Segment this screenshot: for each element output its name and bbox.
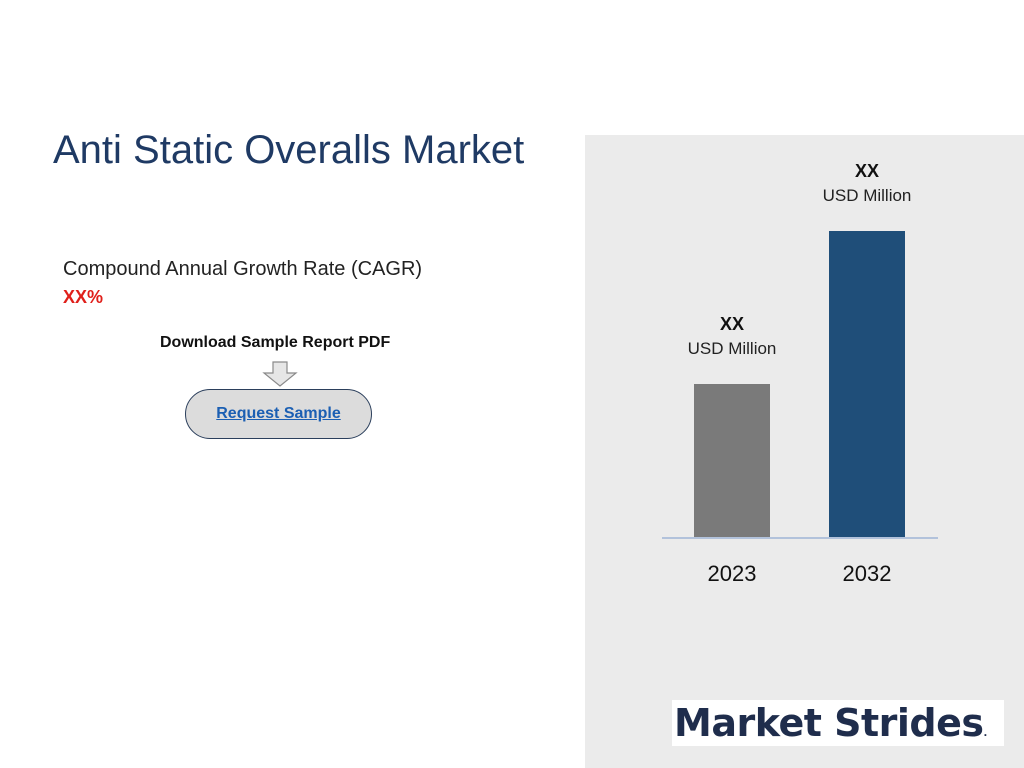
- chart-panel: XX USD Million XX USD Million 2023 2032: [585, 135, 1024, 768]
- request-sample-link[interactable]: Request Sample: [216, 405, 341, 422]
- bar-value-2023: XX: [719, 314, 744, 334]
- bar-2023: [694, 384, 770, 537]
- bar-2032: [829, 231, 905, 537]
- bar-label-2023: XX USD Million: [662, 314, 802, 359]
- x-tick-2023: 2023: [707, 561, 757, 586]
- bar-chart: [662, 231, 938, 539]
- bar-value-2032: XX: [854, 161, 879, 181]
- market-strides-logo: Market Strides.: [672, 700, 1004, 746]
- cagr-label: Compound Annual Growth Rate (CAGR): [63, 258, 423, 280]
- download-sample-label: Download Sample Report PDF: [160, 334, 391, 351]
- bar-unit-2032: USD Million: [822, 186, 912, 205]
- bar-unit-2023: USD Million: [687, 339, 777, 358]
- request-sample-button[interactable]: Request Sample: [185, 389, 372, 439]
- x-tick-2032: 2032: [842, 561, 892, 586]
- cagr-value: XX%: [63, 287, 104, 307]
- page-title: Anti Static Overalls Market: [53, 128, 525, 172]
- arrow-down-icon: [262, 361, 298, 387]
- bar-label-2032: XX USD Million: [797, 161, 937, 206]
